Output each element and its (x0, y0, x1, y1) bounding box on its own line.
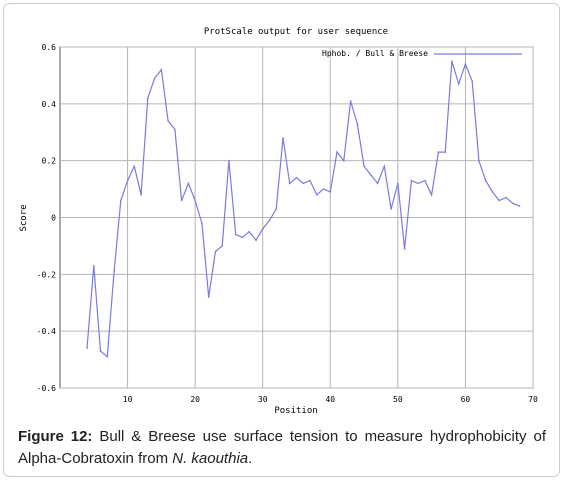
chart-svg: 10 20 30 40 50 60 70 -0.6 -0.4 -0.2 0 0.2 0.4 0.6 Pro… (19, 27, 538, 416)
data-point (410, 179, 413, 182)
x-tick-label: 10 (123, 395, 133, 404)
data-point (288, 182, 291, 185)
data-point (363, 165, 365, 168)
data-point (397, 182, 399, 185)
x-tick-label: 20 (190, 395, 200, 404)
data-point (126, 179, 129, 182)
data-point (498, 199, 501, 202)
data-point (228, 159, 230, 162)
x-axis-label: Position (274, 406, 317, 416)
x-tick-label: 30 (258, 395, 268, 404)
data-point (234, 233, 237, 236)
chart-title: ProtScale output for user sequence (204, 27, 388, 37)
data-point (471, 80, 474, 82)
data-point (437, 151, 440, 153)
tick-labels: 10 20 30 40 50 60 70 -0.6 -0.4 -0.2 0 0.2 0.4 0.6 (37, 43, 538, 404)
data-point (417, 182, 419, 185)
data-point (295, 176, 298, 179)
data-point (356, 122, 359, 125)
data-point (451, 60, 453, 62)
data-point (180, 199, 183, 202)
data-point (241, 236, 244, 239)
x-tick-label: 50 (393, 395, 403, 404)
x-tick-label: 70 (528, 395, 538, 404)
legend: Hphob. / Bull & Breese (322, 49, 522, 58)
data-point (518, 205, 521, 207)
y-tick-label: 0.2 (42, 157, 57, 166)
legend-label: Hphob. / Bull & Breese (322, 49, 428, 58)
data-point (390, 208, 392, 210)
data-point (511, 202, 514, 205)
figure-caption: Figure 12: Bull & Breese use surface ten… (18, 426, 546, 470)
x-tick-label: 40 (325, 395, 335, 404)
data-point (201, 222, 203, 224)
data-point (255, 239, 257, 241)
data-point (133, 165, 136, 168)
caption-end: . (248, 450, 253, 467)
data-point (207, 296, 210, 298)
data-point (214, 250, 217, 253)
y-tick-label: -0.6 (37, 384, 56, 393)
data-point (140, 194, 142, 196)
data-point (505, 196, 507, 199)
data-point (86, 347, 88, 350)
x-tick-label: 60 (461, 395, 471, 404)
data-point (275, 208, 278, 210)
data-point (329, 191, 332, 193)
data-point (302, 182, 305, 185)
data-point (261, 228, 264, 230)
data-point (187, 182, 190, 185)
data-point (99, 350, 102, 352)
data-point (478, 159, 480, 162)
y-tick-label: -0.4 (37, 327, 56, 336)
data-point (336, 151, 338, 153)
y-tick-label: 0.6 (42, 43, 57, 52)
grid-lines (60, 46, 534, 389)
data-point (316, 194, 318, 196)
caption-species: N. kaouthia (172, 450, 249, 467)
data-point (484, 179, 487, 182)
data-point (383, 165, 386, 168)
data-point (491, 191, 494, 193)
data-point (457, 83, 460, 85)
data-point (349, 100, 352, 102)
data-point (444, 151, 447, 153)
data-point (106, 355, 109, 358)
data-point (167, 120, 169, 122)
data-point (430, 194, 433, 196)
y-tick-label: 0.4 (42, 100, 57, 109)
data-points (86, 60, 521, 358)
data-point (194, 199, 196, 202)
data-point (424, 179, 426, 182)
data-point (403, 248, 406, 250)
data-point (174, 128, 176, 131)
data-point (464, 63, 467, 65)
data-point (282, 137, 284, 139)
caption-text: Bull & Breese use surface tension to mea… (18, 428, 546, 467)
y-tick-label: -0.2 (37, 270, 56, 279)
data-point (147, 97, 149, 99)
data-point (160, 68, 163, 71)
data-point (221, 245, 223, 247)
y-tick-label: 0 (51, 214, 56, 223)
data-point (370, 174, 372, 176)
caption-label: Figure 12: (18, 428, 93, 445)
data-point (268, 219, 271, 222)
data-point (153, 77, 156, 80)
data-point (376, 182, 379, 185)
data-point (120, 199, 122, 202)
data-point (93, 265, 95, 267)
chart-container: 10 20 30 40 50 60 70 -0.6 -0.4 -0.2 0 0.2 0.4 0.6 Pro… (19, 27, 538, 416)
data-point (322, 188, 325, 190)
data-point (343, 159, 345, 162)
y-axis-label: Score (19, 204, 29, 231)
data-point (248, 230, 250, 233)
data-point (309, 179, 311, 182)
data-point (113, 270, 115, 273)
